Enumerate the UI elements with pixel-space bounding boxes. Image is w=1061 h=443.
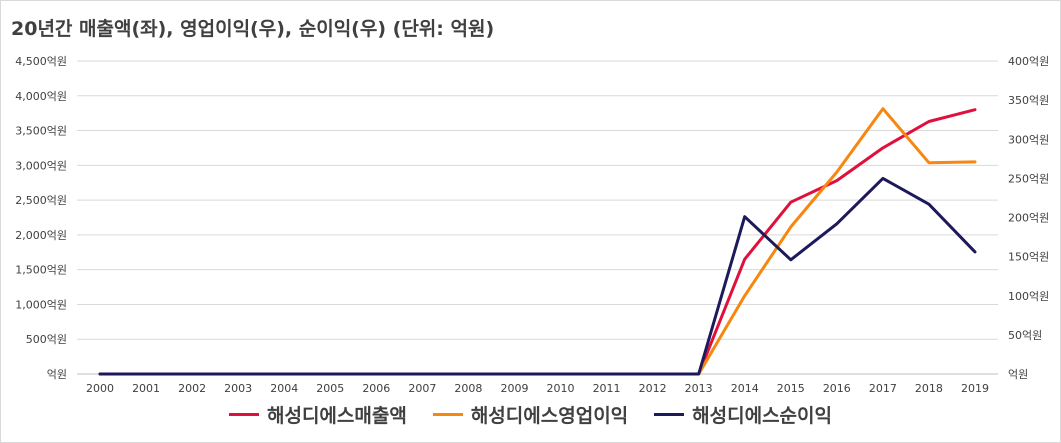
series-line [98, 107, 977, 376]
x-tick-label: 2018 [915, 382, 943, 395]
y-right-tick-label: 300억원 [1008, 133, 1049, 146]
y-right-tick-label: 50억원 [1008, 329, 1042, 342]
y-right-tick-label: 100억원 [1008, 290, 1049, 303]
y-right-tick-label: 150억원 [1008, 251, 1049, 264]
legend-label: 해성디에스영업이익 [470, 405, 629, 427]
legend-label: 해성디에스순이익 [692, 405, 832, 427]
y-right-tick-label: 억원 [1008, 368, 1028, 381]
x-tick-label: 2005 [316, 382, 344, 395]
x-tick-label: 2010 [547, 382, 575, 395]
x-tick-label: 2015 [777, 382, 805, 395]
y-left-tick-label: 4,000억원 [15, 90, 67, 103]
x-tick-label: 2017 [869, 382, 897, 395]
x-tick-label: 2011 [593, 382, 621, 395]
x-tick-label: 2012 [639, 382, 667, 395]
y-left-tick-label: 1,000억원 [15, 298, 67, 311]
x-tick-label: 2002 [178, 382, 206, 395]
chart-legend: 해성디에스매출액 해성디에스영업이익 해성디에스순이익 [1, 401, 1060, 428]
x-tick-label: 2019 [961, 382, 989, 395]
y-left-tick-label: 3,500억원 [15, 125, 67, 138]
series-line [98, 108, 977, 376]
y-right-tick-label: 200억원 [1008, 212, 1049, 225]
x-tick-label: 2013 [685, 382, 713, 395]
x-tick-label: 2016 [823, 382, 851, 395]
y-left-tick-label: 1,500억원 [15, 264, 67, 277]
chart-plot-area: 억원 500억원 1,000억원 1,500억원 2,000억원 2,500억원 3,000… [15, 55, 1049, 395]
x-tick-label: 2014 [731, 382, 759, 395]
legend-item: 해성디에스영업이익 [432, 401, 629, 428]
x-tick-label: 2004 [270, 382, 298, 395]
x-tick-label: 2001 [132, 382, 160, 395]
x-tick-label: 2008 [454, 382, 482, 395]
x-tick-label: 2003 [224, 382, 252, 395]
series-line [98, 176, 977, 376]
legend-label: 해성디에스매출액 [266, 405, 407, 427]
x-tick-label: 2007 [408, 382, 436, 395]
chart-title: 20년간 매출액(좌), 영업이익(우), 순이익(우) (단위: 억원) [11, 18, 495, 40]
legend-swatch [432, 413, 463, 416]
y-right-tick-label: 400억원 [1008, 55, 1049, 68]
x-tick-label: 2009 [500, 382, 528, 395]
legend-swatch [654, 413, 685, 416]
y-left-tick-label: 500억원 [26, 333, 67, 346]
y-right-tick-label: 250억원 [1008, 172, 1049, 185]
x-tick-label: 2000 [86, 382, 114, 395]
y-left-tick-label: 2,000억원 [15, 229, 67, 242]
y-left-tick-label: 2,500억원 [15, 194, 67, 207]
legend-item: 해성디에스순이익 [654, 401, 832, 428]
y-right-tick-label: 350억원 [1008, 94, 1049, 107]
y-left-tick-label: 3,000억원 [15, 159, 67, 172]
y-left-tick-label: 4,500억원 [15, 55, 67, 68]
x-tick-label: 2006 [362, 382, 390, 395]
legend-item: 해성디에스매출액 [228, 401, 407, 428]
legend-swatch [228, 413, 259, 416]
y-left-tick-label: 억원 [47, 368, 67, 381]
